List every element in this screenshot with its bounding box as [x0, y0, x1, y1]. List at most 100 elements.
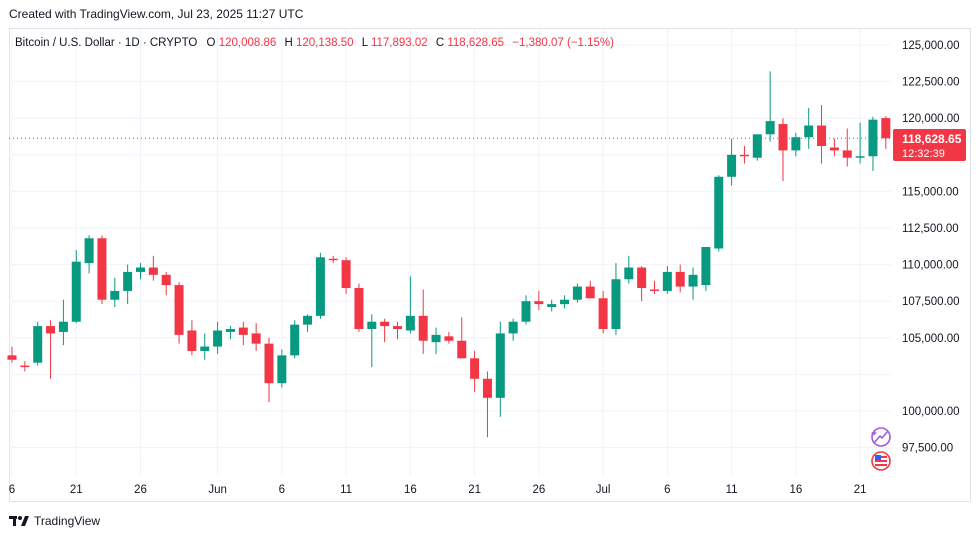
candle-body[interactable]: [97, 238, 107, 300]
price-tick-label: 122,500.00: [902, 77, 960, 89]
date-tick-label: 16: [789, 484, 802, 496]
date-tick-label: 11: [726, 484, 738, 496]
time-axis[interactable]: 6 21 26 Jun 6 11 16 21 26 Jul 6 11 16 21: [9, 484, 867, 496]
candle-body[interactable]: [817, 125, 827, 147]
high-label: H: [284, 37, 292, 49]
candle-body[interactable]: [495, 333, 505, 398]
candle-body[interactable]: [7, 355, 17, 360]
candle-body[interactable]: [829, 147, 839, 151]
candle-body[interactable]: [791, 137, 801, 151]
events-icon[interactable]: [871, 427, 891, 447]
candle-body[interactable]: [315, 257, 325, 316]
header-bar: Created with TradingView.com, Jul 23, 20…: [0, 0, 980, 28]
us-flag-icon[interactable]: [871, 451, 891, 471]
last-price-badge[interactable]: 118,628.65 12:32:39: [893, 129, 966, 161]
candle-body[interactable]: [881, 118, 891, 139]
price-tick-label: 97,500.00: [902, 443, 953, 455]
candle-body[interactable]: [470, 358, 480, 379]
candle-body[interactable]: [200, 346, 210, 351]
candle-body[interactable]: [277, 355, 287, 384]
candle-body[interactable]: [123, 271, 133, 291]
candle-body[interactable]: [33, 326, 43, 363]
candle-body[interactable]: [136, 267, 145, 272]
candle-body[interactable]: [290, 324, 300, 356]
candle-body[interactable]: [225, 329, 235, 332]
date-tick-label: 6: [664, 484, 670, 496]
candle-body[interactable]: [303, 315, 313, 325]
candle-body[interactable]: [367, 321, 377, 330]
price-tick-label: 115,000.00: [902, 186, 959, 198]
candle-body[interactable]: [71, 261, 81, 322]
candle-body[interactable]: [213, 330, 223, 347]
tradingview-brand[interactable]: TradingView: [34, 514, 101, 528]
candle-body[interactable]: [855, 156, 865, 158]
date-tick-label: 6: [9, 484, 15, 496]
candle-body[interactable]: [572, 286, 582, 300]
candle-body[interactable]: [585, 286, 595, 299]
candle-body[interactable]: [431, 334, 441, 343]
candle-body[interactable]: [842, 150, 852, 158]
close-label: C: [436, 37, 444, 49]
candle-body[interactable]: [393, 326, 402, 330]
candle-body[interactable]: [688, 274, 698, 287]
candle-body[interactable]: [637, 267, 647, 289]
candle-body[interactable]: [701, 247, 711, 286]
svg-text:Bitcoin / U.S. Dollar · 1D · C: Bitcoin / U.S. Dollar · 1D · CRYPTO O 12…: [15, 37, 614, 49]
date-tick-label: Jun: [208, 484, 227, 496]
candle-body[interactable]: [508, 321, 518, 334]
candle-body[interactable]: [20, 365, 30, 368]
candle-body[interactable]: [534, 301, 544, 305]
candle-body[interactable]: [457, 340, 467, 359]
candle-body[interactable]: [727, 154, 737, 177]
candle-body[interactable]: [405, 315, 415, 331]
candle-body[interactable]: [662, 271, 672, 291]
candle-body[interactable]: [675, 271, 685, 287]
candle-body[interactable]: [238, 327, 248, 335]
price-tick-label: 125,000.00: [902, 40, 960, 52]
candle-body[interactable]: [148, 267, 158, 275]
date-tick-label: 16: [404, 484, 417, 496]
price-axis[interactable]: 97,500.00 100,000.00 105,000.00 107,500.00 1…: [902, 40, 960, 455]
candle-body[interactable]: [174, 285, 184, 335]
footer: TradingView: [9, 512, 100, 530]
candle-body[interactable]: [341, 260, 351, 289]
candle-body[interactable]: [328, 258, 338, 261]
candle-body[interactable]: [110, 290, 120, 300]
badge-countdown: 12:32:39: [902, 148, 945, 160]
candle-body[interactable]: [187, 330, 197, 351]
candle-body[interactable]: [444, 336, 454, 341]
candle-body[interactable]: [752, 134, 762, 158]
candle-body[interactable]: [611, 279, 621, 330]
candle-body[interactable]: [714, 176, 724, 249]
candle-body[interactable]: [624, 267, 634, 280]
price-tick-label: 112,500.00: [902, 223, 959, 235]
candle-body[interactable]: [264, 343, 274, 384]
candle-body[interactable]: [739, 154, 749, 157]
candle-body[interactable]: [868, 119, 878, 157]
candle-body[interactable]: [598, 298, 608, 330]
symbol-label[interactable]: Bitcoin / U.S. Dollar · 1D · CRYPTO: [15, 37, 197, 49]
candle-body[interactable]: [482, 378, 492, 398]
candle-body[interactable]: [251, 333, 261, 344]
date-tick-label: 26: [134, 484, 147, 496]
candle-body[interactable]: [650, 289, 659, 291]
candle-body[interactable]: [560, 299, 570, 305]
candle-body[interactable]: [765, 121, 775, 135]
candle-body[interactable]: [58, 321, 68, 332]
candle-body[interactable]: [418, 315, 428, 341]
candle-body[interactable]: [521, 301, 531, 322]
candle-body[interactable]: [380, 321, 390, 327]
candle-body[interactable]: [161, 274, 171, 286]
candle-body[interactable]: [84, 238, 94, 264]
candle-body[interactable]: [778, 124, 788, 151]
candle-body[interactable]: [804, 125, 814, 138]
low-label: L: [362, 37, 369, 49]
tradingview-logo-icon[interactable]: [9, 515, 29, 527]
candle-body[interactable]: [354, 288, 364, 330]
close-value: 118,628.65: [447, 37, 504, 49]
date-tick-label: 21: [70, 484, 83, 496]
candles: [7, 71, 891, 438]
candle-body[interactable]: [46, 326, 56, 334]
candle-body[interactable]: [547, 304, 557, 308]
